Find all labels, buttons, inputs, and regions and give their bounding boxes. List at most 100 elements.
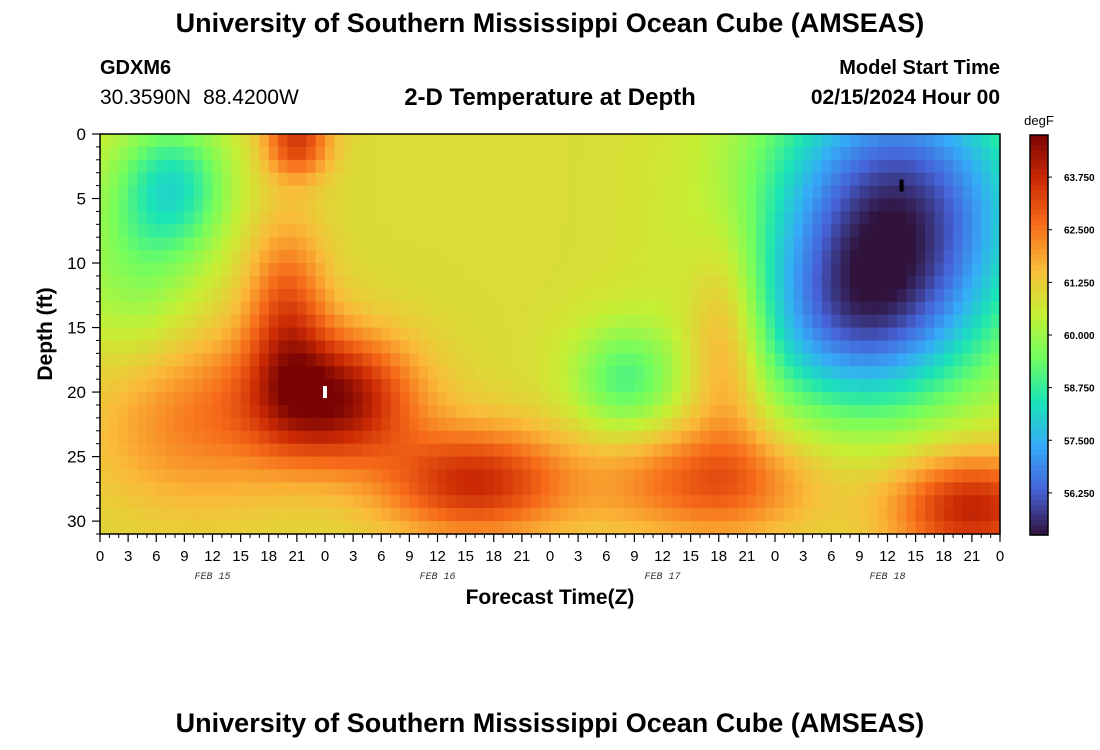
heatmap-cell xyxy=(221,211,232,225)
heatmap-cell xyxy=(390,353,401,367)
heatmap-cell xyxy=(409,198,420,213)
heatmap-cell xyxy=(259,417,270,432)
heatmap-cell xyxy=(653,134,664,148)
model-start-label: Model Start Time xyxy=(839,57,1000,79)
heatmap-cell xyxy=(915,482,926,496)
heatmap-cell xyxy=(146,379,157,393)
heatmap-cell xyxy=(446,495,457,509)
heatmap-cell xyxy=(540,314,551,329)
heatmap-cell xyxy=(100,482,110,496)
heatmap-cell xyxy=(625,404,635,419)
heatmap-cell xyxy=(165,430,176,445)
heatmap-cell xyxy=(625,275,635,290)
heatmap-cell xyxy=(231,340,242,354)
heatmap-cell xyxy=(156,275,167,290)
heatmap-cell xyxy=(137,508,148,522)
heatmap-cell xyxy=(896,495,907,509)
heatmap-cell xyxy=(240,469,251,483)
heatmap-cell xyxy=(287,263,298,277)
colorbar-segment xyxy=(1030,485,1048,491)
heatmap-cell xyxy=(925,224,935,238)
heatmap-cell xyxy=(896,508,907,522)
heatmap-cell xyxy=(559,469,570,483)
heatmap-cell xyxy=(315,172,326,187)
heatmap-cell xyxy=(540,430,551,445)
heatmap-cell xyxy=(118,172,129,187)
heatmap-cell xyxy=(184,443,195,458)
heatmap-cell xyxy=(550,172,560,187)
heatmap-cell xyxy=(596,288,607,303)
heatmap-cell xyxy=(400,159,410,174)
heatmap-cell xyxy=(756,430,767,445)
heatmap-cell xyxy=(971,469,982,483)
heatmap-cell xyxy=(512,198,523,213)
heatmap-cell xyxy=(943,263,954,277)
heatmap-cell xyxy=(296,250,307,264)
heatmap-cell xyxy=(643,185,654,200)
heatmap-cell xyxy=(146,404,157,419)
heatmap-cell xyxy=(962,456,973,471)
heatmap-cell xyxy=(812,353,823,367)
heatmap-cell xyxy=(550,314,560,329)
heatmap-cell xyxy=(700,146,710,161)
heatmap-cell xyxy=(756,327,767,342)
heatmap-cell xyxy=(906,146,917,161)
heatmap-cell xyxy=(475,521,485,535)
heatmap-cell xyxy=(728,404,739,419)
chart-subtitle: 2-D Temperature at Depth xyxy=(404,84,696,111)
heatmap-cell xyxy=(765,340,776,354)
heatmap-cell xyxy=(428,340,439,354)
heatmap-cell xyxy=(409,301,420,316)
heatmap-cell xyxy=(925,469,935,483)
heatmap-cell xyxy=(484,159,495,174)
heatmap-cell xyxy=(718,469,729,483)
heatmap-cell xyxy=(971,224,982,238)
heatmap-cell xyxy=(475,172,485,187)
heatmap-cell xyxy=(700,275,710,290)
heatmap-cell xyxy=(850,224,860,238)
heatmap-cell xyxy=(268,327,279,342)
heatmap-cell xyxy=(109,456,120,471)
heatmap-cell xyxy=(456,263,467,277)
heatmap-cell xyxy=(512,456,523,471)
heatmap-cell xyxy=(278,366,289,380)
heatmap-cell xyxy=(493,275,504,290)
heatmap-cell xyxy=(287,134,298,148)
heatmap-cell xyxy=(671,482,682,496)
heatmap-cell xyxy=(990,469,1001,483)
heatmap-cell xyxy=(475,314,485,329)
heatmap-cell xyxy=(681,366,692,380)
heatmap-cell xyxy=(718,495,729,509)
heatmap-cell xyxy=(550,159,560,174)
heatmap-cell xyxy=(878,134,889,148)
heatmap-cell xyxy=(353,521,364,535)
heatmap-cell xyxy=(878,392,889,406)
heatmap-cell xyxy=(737,211,748,225)
heatmap-cell xyxy=(812,392,823,406)
heatmap-cell xyxy=(296,146,307,161)
heatmap-cell xyxy=(278,430,289,445)
heatmap-cell xyxy=(662,314,673,329)
heatmap-cell xyxy=(756,146,767,161)
heatmap-cell xyxy=(221,508,232,522)
heatmap-cell xyxy=(465,211,476,225)
heatmap-cell xyxy=(962,275,973,290)
heatmap-cell xyxy=(578,288,589,303)
heatmap-cell xyxy=(831,185,842,200)
heatmap-cell xyxy=(381,404,392,419)
heatmap-cell xyxy=(831,521,842,535)
heatmap-cell xyxy=(325,379,335,393)
heatmap-cell xyxy=(850,495,860,509)
heatmap-cell xyxy=(662,134,673,148)
heatmap-cell xyxy=(878,353,889,367)
heatmap-cell xyxy=(446,314,457,329)
heatmap-cell xyxy=(587,198,598,213)
heatmap-cell xyxy=(887,198,898,213)
colorbar-segment xyxy=(1030,295,1048,301)
heatmap-cell xyxy=(943,159,954,174)
heatmap-cell xyxy=(390,146,401,161)
heatmap-cell xyxy=(325,430,335,445)
colorbar-segment xyxy=(1030,275,1048,281)
heatmap-cell xyxy=(334,301,345,316)
heatmap-cell xyxy=(306,263,317,277)
